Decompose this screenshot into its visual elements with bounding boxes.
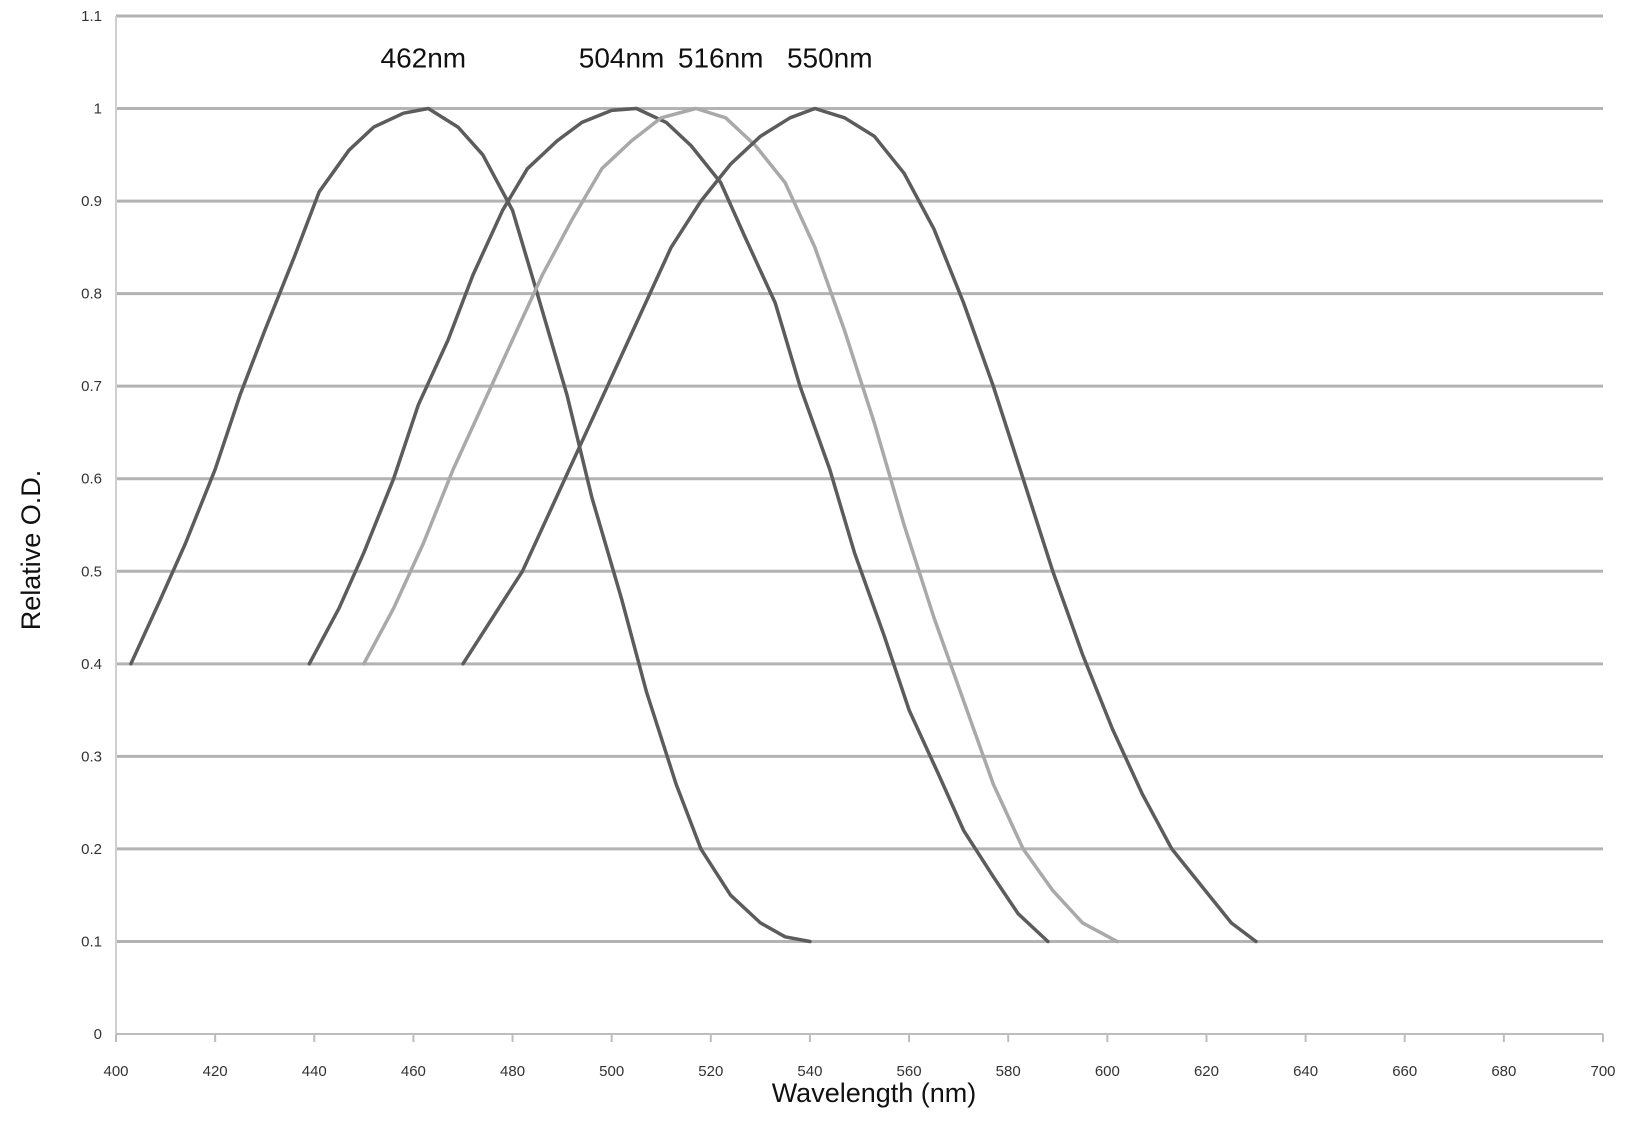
x-tick-label: 420 <box>203 1063 228 1080</box>
peak-label: 550nm <box>787 43 873 74</box>
y-tick-label: 1 <box>94 101 102 118</box>
y-tick-label: 0.7 <box>81 378 102 395</box>
y-tick-label: 0.2 <box>81 841 102 858</box>
x-tick-label: 400 <box>103 1063 128 1080</box>
x-axis-title: Wavelength (nm) <box>772 1078 977 1108</box>
x-tick-label: 480 <box>500 1063 525 1080</box>
y-tick-label: 0.4 <box>81 656 102 673</box>
gridlines <box>116 14 1603 943</box>
x-tick-label: 620 <box>1194 1063 1219 1080</box>
x-tick-label: 700 <box>1590 1063 1615 1080</box>
x-tick-label: 540 <box>797 1063 822 1080</box>
series-lines <box>129 106 1258 944</box>
y-axis-title: Relative O.D. <box>16 470 46 631</box>
x-tick-label: 600 <box>1095 1063 1120 1080</box>
x-tick-label: 640 <box>1293 1063 1318 1080</box>
x-tick-label: 660 <box>1392 1063 1417 1080</box>
y-tick-label: 0.8 <box>81 286 102 303</box>
y-tick-label: 0 <box>94 1026 102 1043</box>
x-tick-label: 500 <box>599 1063 624 1080</box>
y-tick-label: 0.6 <box>81 471 102 488</box>
peak-label: 516nm <box>678 43 764 74</box>
x-tick-label: 440 <box>302 1063 327 1080</box>
x-tick-label: 520 <box>698 1063 723 1080</box>
axes: 0 0.1 0.2 0.3 0.4 0.5 0.6 0.7 0.8 0.9 1 1.1 400 420 44… <box>81 8 1615 1080</box>
peak-label: 462nm <box>381 43 467 74</box>
x-tick-label: 460 <box>401 1063 426 1080</box>
x-tick-label: 680 <box>1491 1063 1516 1080</box>
peak-annotations: 462nm 504nm 516nm 550nm <box>381 43 873 74</box>
y-tick-label: 0.3 <box>81 748 102 765</box>
y-tick-label: 0.9 <box>81 193 102 210</box>
x-tick-label: 580 <box>996 1063 1021 1080</box>
series-line <box>307 106 1050 944</box>
series-line <box>129 106 812 944</box>
y-tick-label: 1.1 <box>81 8 102 25</box>
x-tick-label: 560 <box>897 1063 922 1080</box>
peak-label: 504nm <box>579 43 665 74</box>
y-tick-label: 0.5 <box>81 563 102 580</box>
series-line <box>461 106 1258 944</box>
y-tick-label: 0.1 <box>81 933 102 950</box>
series-line <box>362 106 1119 944</box>
